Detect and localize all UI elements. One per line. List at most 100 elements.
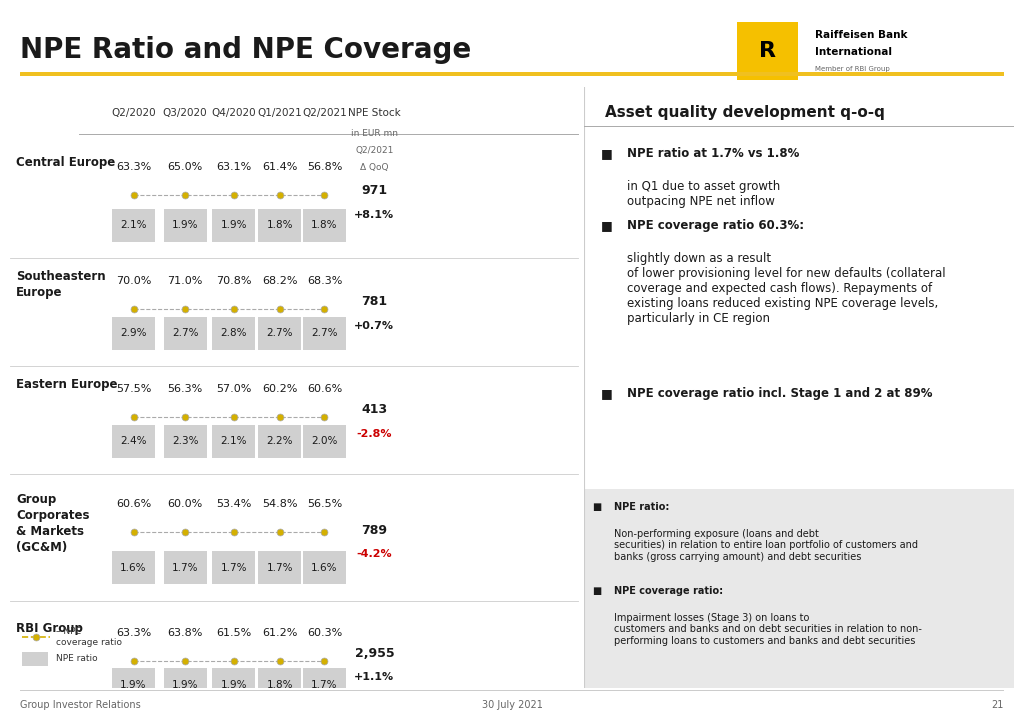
Text: 2.8%: 2.8% <box>220 328 247 338</box>
Text: ■: ■ <box>592 502 601 512</box>
Text: 56.3%: 56.3% <box>168 384 203 395</box>
FancyBboxPatch shape <box>164 425 207 458</box>
FancyBboxPatch shape <box>303 551 346 584</box>
Text: NPE ratio at 1.7% vs 1.8%: NPE ratio at 1.7% vs 1.8% <box>627 147 799 160</box>
Text: 68.3%: 68.3% <box>307 276 342 286</box>
Text: 68.2%: 68.2% <box>262 276 298 286</box>
FancyBboxPatch shape <box>258 668 301 702</box>
Text: Q1/2021: Q1/2021 <box>257 108 302 118</box>
Text: NPE coverage ratio 60.3%:: NPE coverage ratio 60.3%: <box>627 219 804 232</box>
Text: ■: ■ <box>601 147 612 160</box>
FancyBboxPatch shape <box>112 551 155 584</box>
Text: Asset quality development q-o-q: Asset quality development q-o-q <box>605 105 885 120</box>
Text: 53.4%: 53.4% <box>216 499 252 508</box>
Text: 1.9%: 1.9% <box>220 680 247 690</box>
Text: 2.2%: 2.2% <box>266 437 293 447</box>
Text: 56.8%: 56.8% <box>307 162 342 172</box>
Text: Q2/2021: Q2/2021 <box>302 108 347 118</box>
Text: in EUR mn: in EUR mn <box>351 129 398 138</box>
FancyBboxPatch shape <box>164 209 207 242</box>
Text: 413: 413 <box>361 403 387 416</box>
Text: 71.0%: 71.0% <box>168 276 203 286</box>
FancyBboxPatch shape <box>212 551 255 584</box>
Text: 61.5%: 61.5% <box>216 628 252 638</box>
Text: Non-performing exposure (loans and debt
securities) in relation to entire loan p: Non-performing exposure (loans and debt … <box>613 529 918 562</box>
Text: 70.0%: 70.0% <box>116 276 152 286</box>
Text: Group Investor Relations: Group Investor Relations <box>20 699 141 710</box>
Text: 1.9%: 1.9% <box>120 680 146 690</box>
Text: 2.3%: 2.3% <box>172 437 199 447</box>
Text: 63.3%: 63.3% <box>116 628 152 638</box>
Text: 971: 971 <box>361 184 387 197</box>
FancyBboxPatch shape <box>164 316 207 350</box>
Text: 56.5%: 56.5% <box>307 499 342 508</box>
Text: Q3/2020: Q3/2020 <box>163 108 208 118</box>
FancyBboxPatch shape <box>258 316 301 350</box>
Text: 1.6%: 1.6% <box>120 563 146 573</box>
Text: Q4/2020: Q4/2020 <box>212 108 256 118</box>
Text: NPE Ratio and NPE Coverage: NPE Ratio and NPE Coverage <box>20 36 472 64</box>
Text: 1.8%: 1.8% <box>311 220 338 230</box>
Text: 65.0%: 65.0% <box>168 162 203 172</box>
FancyBboxPatch shape <box>303 209 346 242</box>
Text: NPE ratio:: NPE ratio: <box>613 502 669 512</box>
Text: 61.4%: 61.4% <box>262 162 297 172</box>
Text: Group
Corporates
& Markets
(GC&M): Group Corporates & Markets (GC&M) <box>16 492 89 554</box>
FancyBboxPatch shape <box>303 316 346 350</box>
Text: Δ QoQ: Δ QoQ <box>360 163 389 172</box>
Text: Southeastern
Europe: Southeastern Europe <box>16 270 105 299</box>
FancyBboxPatch shape <box>112 316 155 350</box>
FancyBboxPatch shape <box>164 551 207 584</box>
Text: 63.3%: 63.3% <box>116 162 152 172</box>
FancyBboxPatch shape <box>303 425 346 458</box>
FancyBboxPatch shape <box>303 668 346 702</box>
Text: 1.7%: 1.7% <box>266 563 293 573</box>
FancyBboxPatch shape <box>112 668 155 702</box>
Text: 70.8%: 70.8% <box>216 276 252 286</box>
FancyBboxPatch shape <box>584 489 1014 688</box>
Text: 60.3%: 60.3% <box>307 628 342 638</box>
Text: NPE coverage ratio:: NPE coverage ratio: <box>613 586 723 596</box>
Text: +0.7%: +0.7% <box>354 321 394 331</box>
FancyBboxPatch shape <box>212 209 255 242</box>
Text: Impairment losses (Stage 3) on loans to
customers and banks and on debt securiti: Impairment losses (Stage 3) on loans to … <box>613 613 922 646</box>
Text: 2.9%: 2.9% <box>120 328 146 338</box>
Text: 21: 21 <box>991 699 1004 710</box>
Text: 1.7%: 1.7% <box>172 563 199 573</box>
Text: 1.7%: 1.7% <box>311 680 338 690</box>
Text: +8.1%: +8.1% <box>354 209 394 219</box>
Text: 1.9%: 1.9% <box>172 220 199 230</box>
Text: 789: 789 <box>361 523 387 536</box>
Text: NPE coverage ratio incl. Stage 1 and 2 at 89%: NPE coverage ratio incl. Stage 1 and 2 a… <box>627 387 932 400</box>
FancyBboxPatch shape <box>258 209 301 242</box>
Text: 60.0%: 60.0% <box>168 499 203 508</box>
FancyBboxPatch shape <box>258 425 301 458</box>
Text: 1.8%: 1.8% <box>266 220 293 230</box>
Text: Q2/2021: Q2/2021 <box>355 146 393 155</box>
FancyBboxPatch shape <box>22 652 47 666</box>
Text: – NPE
coverage ratio: – NPE coverage ratio <box>56 627 122 647</box>
Text: 63.1%: 63.1% <box>216 162 252 172</box>
Text: 2.7%: 2.7% <box>172 328 199 338</box>
FancyBboxPatch shape <box>212 425 255 458</box>
Text: Central Europe: Central Europe <box>16 156 116 169</box>
Text: 1.6%: 1.6% <box>311 563 338 573</box>
Text: 60.2%: 60.2% <box>262 384 297 395</box>
Text: 2.7%: 2.7% <box>311 328 338 338</box>
Text: Raiffeisen Bank: Raiffeisen Bank <box>815 30 907 40</box>
Text: Q2/2020: Q2/2020 <box>112 108 156 118</box>
FancyBboxPatch shape <box>212 316 255 350</box>
Text: slightly down as a result
of lower provisioning level for new defaults (collater: slightly down as a result of lower provi… <box>627 252 945 325</box>
Text: 54.8%: 54.8% <box>262 499 298 508</box>
Text: Eastern Europe: Eastern Europe <box>16 379 118 392</box>
Text: -2.8%: -2.8% <box>356 429 392 439</box>
Text: NPE Stock: NPE Stock <box>348 108 400 118</box>
Text: +1.1%: +1.1% <box>354 673 394 682</box>
FancyBboxPatch shape <box>258 551 301 584</box>
Text: 60.6%: 60.6% <box>116 499 152 508</box>
Text: 781: 781 <box>361 295 387 308</box>
Text: 61.2%: 61.2% <box>262 628 297 638</box>
Text: 57.0%: 57.0% <box>216 384 252 395</box>
Text: in Q1 due to asset growth
outpacing NPE net inflow: in Q1 due to asset growth outpacing NPE … <box>627 180 780 208</box>
Text: 1.8%: 1.8% <box>266 680 293 690</box>
